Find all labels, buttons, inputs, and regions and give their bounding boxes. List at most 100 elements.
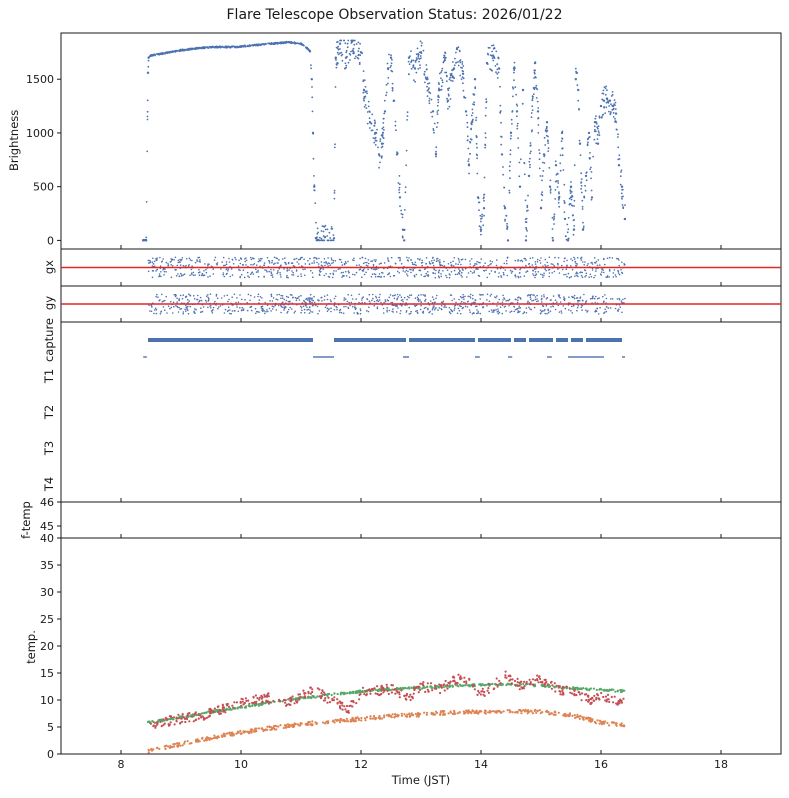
temp-orange-point [357,718,360,722]
temp-orange-point [547,711,550,714]
brightness-point [331,239,333,242]
temp-red-point [209,712,212,715]
gy-point [334,295,337,298]
gx-point [270,274,273,277]
temp-orange-point [291,725,294,728]
brightness-point [613,103,615,105]
gx-point [177,259,180,262]
brightness-point [457,64,460,67]
brightness-point [581,208,584,210]
temp-red-point [390,691,393,694]
ylabel-temp: temp. [24,630,38,664]
gy-point [499,306,502,309]
temp-red-point [244,697,247,700]
ylabel-t1: T1 [42,368,56,384]
temp-red-point [509,675,512,678]
gy-point [448,311,451,313]
temp-red-point [589,702,592,706]
xlabel: Time (JST) [391,773,451,787]
brightness-point [480,218,482,220]
brightness-point [357,50,360,52]
brightness-point [161,52,165,55]
gy-point [427,308,429,311]
gx-point [198,274,201,277]
brightness-point [544,129,547,132]
temp-orange-point [548,713,551,716]
temp-orange-point [272,727,275,730]
brightness-point [617,133,619,136]
brightness-point [452,61,454,63]
gx-point [310,269,312,272]
temp-orange-point [178,742,181,745]
gy-point [263,310,266,312]
gy-point [217,307,219,310]
gx-point [209,275,211,278]
temp-orange-point [526,712,529,715]
gy-point [236,297,238,299]
brightness-point [511,111,514,113]
temp-green-point [553,685,556,688]
brightness-point [414,80,417,83]
gx-point [224,264,226,267]
gx-point [595,270,597,272]
gy-point [547,309,549,312]
brightness-point [478,225,481,228]
gy-point [576,306,579,309]
gy-point [313,295,315,298]
gx-point [242,264,245,266]
gy-point [361,297,364,300]
gy-point [354,306,356,309]
gx-point [278,267,281,270]
gx-point [366,261,368,264]
brightness-point [281,41,283,43]
gx-point [506,274,509,277]
gx-point [590,262,592,264]
x-tick-label: 8 [118,758,125,771]
temp-orange-point [163,745,166,748]
gy-point [311,297,313,300]
brightness-point [146,150,149,153]
gx-point [456,273,459,276]
temp-red-point [545,680,548,684]
brightness-point [612,112,615,114]
brightness-point [592,155,594,158]
temp-orange-point [608,724,611,727]
gy-point [577,299,579,302]
brightness-point [168,51,171,54]
brightness-point [381,136,384,138]
temp-red-point [392,688,396,691]
brightness-point [508,191,511,194]
temp-red-point [511,678,514,681]
brightness-point [383,129,385,131]
brightness-point [523,173,526,176]
gy-point [472,297,474,300]
gy-point [309,293,312,296]
gx-point [453,257,456,259]
gx-point [496,268,499,270]
temp-red-point [347,711,350,714]
temp-orange-point [582,716,586,719]
brightness-point [492,44,495,47]
gx-point [367,265,369,267]
temp-red-point [290,700,293,703]
temp-orange-point [190,742,193,745]
gx-point [580,256,583,259]
temp-red-point [463,676,466,679]
gy-point [603,312,605,315]
brightness-point [617,164,621,167]
gx-point [151,276,154,279]
gx-point [392,275,395,277]
temp-red-point [336,698,339,701]
gy-point [188,293,190,296]
gy-point [343,299,345,301]
brightness-point [467,158,470,160]
brightness-point [537,107,540,109]
gx-point [223,264,225,267]
brightness-point [475,135,478,138]
gx-point [320,270,322,273]
temp-orange-point [415,715,418,718]
temp-red-point [479,693,482,696]
brightness-point [455,61,458,64]
brightness-point [363,105,366,108]
temp-red-point [351,705,354,708]
